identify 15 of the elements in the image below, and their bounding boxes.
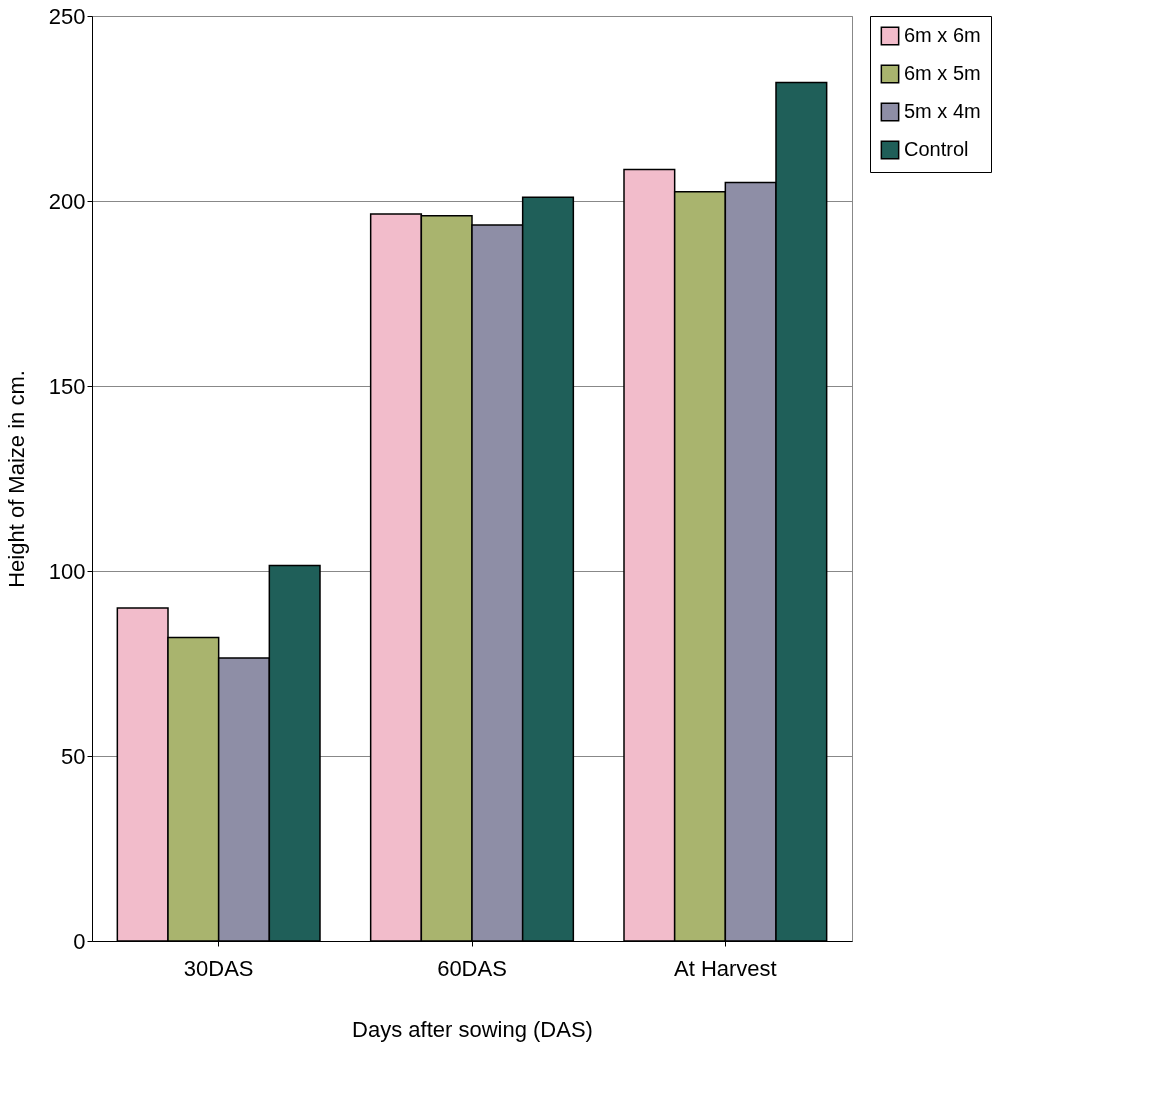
legend-label: Control (904, 138, 969, 160)
y-tick-label: 250 (48, 3, 86, 29)
x-tick-label: At Harvest (673, 955, 777, 981)
y-tick-label: 200 (48, 188, 86, 214)
y-tick-label: 100 (48, 558, 86, 584)
legend-label: 6m x 5m (904, 62, 981, 84)
x-axis-title: Days after sowing (DAS) (352, 1016, 593, 1042)
y-tick-label: 50 (61, 743, 86, 769)
legend-label: 6m x 6m (904, 24, 981, 46)
y-tick-label: 150 (48, 373, 86, 399)
x-tick-label: 30DAS (183, 955, 254, 981)
y-tick-label: 0 (73, 928, 86, 954)
x-tick-label: 60DAS (437, 955, 507, 981)
legend-label: 5m x 4m (904, 100, 981, 122)
y-axis-title: Height of Maize in cm. (3, 370, 29, 588)
